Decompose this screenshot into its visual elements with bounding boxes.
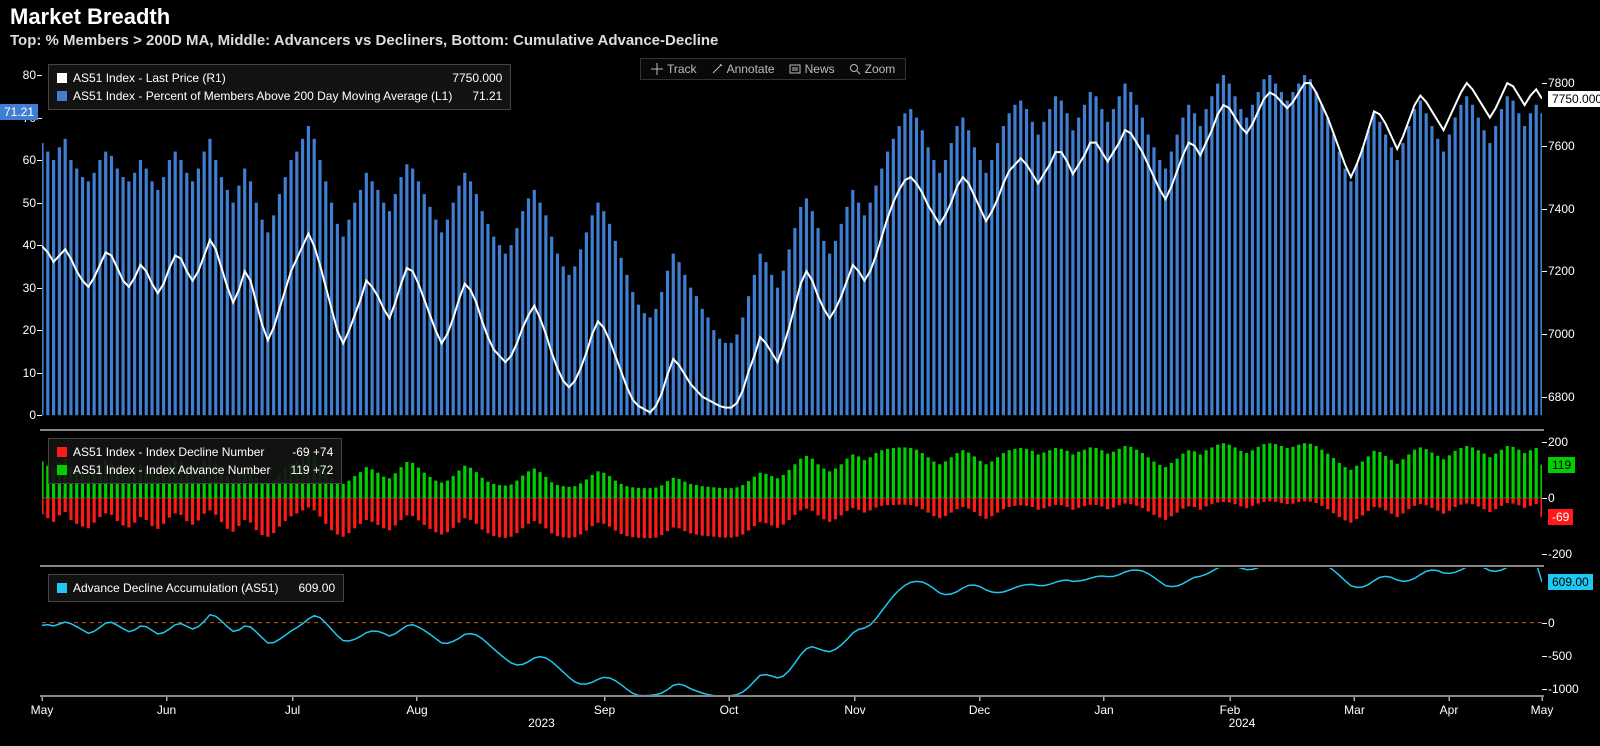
- top-plot: [42, 58, 1542, 428]
- bot-panel: Advance Decline Accumulation (AS51) 609.0…: [0, 568, 1600, 696]
- legend-text: AS51 Index - Last Price (R1): [73, 69, 226, 87]
- axis-tick-label: -500: [1548, 649, 1572, 663]
- x-tick-label: Mar: [1344, 703, 1365, 717]
- x-tick-label: Apr: [1440, 703, 1459, 717]
- x-tick-label: Jun: [157, 703, 176, 717]
- legend-value: 119 +72: [276, 461, 333, 479]
- legend-value: 7750.000: [438, 69, 502, 87]
- axis-tick-label: 0: [1548, 491, 1555, 505]
- right-value-tag: 609.00: [1548, 574, 1593, 590]
- top-panel: 0102030405060708071.21 AS51 Index - Last…: [0, 58, 1600, 428]
- x-tick-label: May: [31, 703, 54, 717]
- x-year-label: 2023: [528, 716, 555, 730]
- axis-tick-label: 7600: [1548, 139, 1575, 153]
- x-tick-label: Jan: [1094, 703, 1113, 717]
- right-value-tag: 119: [1548, 457, 1575, 473]
- legend-swatch: [57, 73, 67, 83]
- news-label: News: [805, 62, 835, 76]
- legend-text: Advance Decline Accumulation (AS51): [73, 579, 278, 597]
- right-value-tag: 7750.000: [1548, 91, 1600, 107]
- legend-swatch: [57, 91, 67, 101]
- x-tick-label: Jul: [285, 703, 300, 717]
- legend-swatch: [57, 465, 67, 475]
- axis-tick-label: 6800: [1548, 390, 1575, 404]
- legend-value: -69 +74: [278, 443, 333, 461]
- bot-right-axis: -1000 -500 0 609.00: [1542, 568, 1600, 696]
- legend-text: AS51 Index - Index Advance Number: [73, 461, 270, 479]
- x-tick: Aug: [406, 696, 427, 717]
- axis-tick-label: 30: [23, 281, 36, 295]
- axis-tick-label: 7000: [1548, 327, 1575, 341]
- axis-tick-label: 50: [23, 196, 36, 210]
- panel-separator: [40, 429, 1544, 431]
- legend-row: AS51 Index - Index Decline Number -69 +74: [57, 443, 333, 461]
- legend-row: AS51 Index - Percent of Members Above 20…: [57, 87, 502, 105]
- zoom-label: Zoom: [865, 62, 896, 76]
- x-tick-label: Oct: [720, 703, 739, 717]
- left-value-tag: 71.21: [0, 104, 38, 120]
- panel-separator: [40, 695, 1544, 697]
- legend-row: AS51 Index - Index Advance Number 119 +72: [57, 461, 333, 479]
- chart-subtitle: Top: % Members > 200D MA, Middle: Advanc…: [10, 32, 1590, 49]
- x-tick: Nov: [844, 696, 865, 717]
- x-tick: Jun: [157, 696, 176, 717]
- x-tick: Mar: [1344, 696, 1365, 717]
- x-tick: Jul: [285, 696, 300, 717]
- panel-separator: [40, 565, 1544, 567]
- x-tick: Apr: [1440, 696, 1459, 717]
- x-tick: May: [1531, 696, 1554, 717]
- x-tick: May: [31, 696, 54, 717]
- axis-tick-label: 60: [23, 153, 36, 167]
- axis-tick-label: 0: [1548, 616, 1555, 630]
- x-tick: Oct: [720, 696, 739, 717]
- legend-swatch: [57, 583, 67, 593]
- mid-right-axis: -200 0 200 119 -69: [1542, 432, 1600, 564]
- top-legend: AS51 Index - Last Price (R1) 7750.000AS51…: [48, 64, 511, 110]
- x-tick-label: Nov: [844, 703, 865, 717]
- axis-tick-label: 7400: [1548, 202, 1575, 216]
- mid-legend: AS51 Index - Index Decline Number -69 +74…: [48, 438, 342, 484]
- x-tick: Jan: [1094, 696, 1113, 717]
- axis-tick-label: 40: [23, 238, 36, 252]
- annotate-label: Annotate: [727, 62, 775, 76]
- x-tick: Feb: [1220, 696, 1241, 717]
- legend-row: Advance Decline Accumulation (AS51) 609.0…: [57, 579, 335, 597]
- annotate-button[interactable]: Annotate: [711, 62, 775, 76]
- x-tick-label: Dec: [969, 703, 990, 717]
- legend-text: AS51 Index - Percent of Members Above 20…: [73, 87, 452, 105]
- axis-tick-label: 7200: [1548, 264, 1575, 278]
- x-tick-label: Feb: [1220, 703, 1241, 717]
- axis-tick-label: 10: [23, 366, 36, 380]
- legend-swatch: [57, 447, 67, 457]
- axis-tick-label: 0: [29, 408, 36, 422]
- chart-toolbar: Track Annotate News Zoom: [640, 58, 906, 80]
- top-left-axis: 0102030405060708071.21: [0, 58, 42, 428]
- axis-tick-label: 80: [23, 68, 36, 82]
- x-axis: MayJunJulAugSepOctNovDecJanFebMarAprMay2…: [42, 696, 1542, 746]
- top-right-axis: 6800 7000 7200 7400 7600 78007750.000: [1542, 58, 1600, 428]
- legend-row: AS51 Index - Last Price (R1) 7750.000: [57, 69, 502, 87]
- axis-tick-label: 200: [1548, 435, 1568, 449]
- axis-tick-label: 7800: [1548, 76, 1575, 90]
- news-button[interactable]: News: [789, 62, 835, 76]
- track-label: Track: [667, 62, 697, 76]
- legend-text: AS51 Index - Index Decline Number: [73, 443, 264, 461]
- x-tick-label: Sep: [594, 703, 615, 717]
- mid-panel: AS51 Index - Index Decline Number -69 +74…: [0, 432, 1600, 564]
- legend-value: 71.21: [458, 87, 502, 105]
- x-tick-label: Aug: [406, 703, 427, 717]
- x-tick: Dec: [969, 696, 990, 717]
- x-tick-label: May: [1531, 703, 1554, 717]
- axis-tick-label: -200: [1548, 547, 1572, 561]
- bot-legend: Advance Decline Accumulation (AS51) 609.0…: [48, 574, 344, 602]
- track-button[interactable]: Track: [651, 62, 697, 76]
- zoom-button[interactable]: Zoom: [849, 62, 896, 76]
- axis-tick-label: 20: [23, 323, 36, 337]
- legend-value: 609.00: [284, 579, 335, 597]
- right-value-tag: -69: [1548, 509, 1573, 525]
- x-tick: Sep: [594, 696, 615, 717]
- axis-tick-label: -1000: [1548, 682, 1579, 696]
- x-year-label: 2024: [1229, 716, 1256, 730]
- chart-title: Market Breadth: [10, 4, 1590, 30]
